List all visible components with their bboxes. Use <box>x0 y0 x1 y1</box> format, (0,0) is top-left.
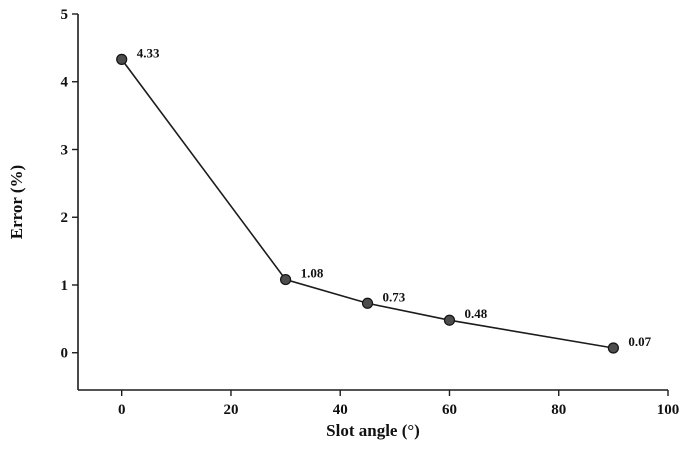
y-tick-label: 0 <box>61 346 69 362</box>
data-point-label: 0.48 <box>464 306 487 321</box>
data-point-marker <box>279 273 292 286</box>
data-point-label: 0.73 <box>383 289 406 304</box>
data-point-label: 4.33 <box>137 45 160 60</box>
x-tick-label: 0 <box>118 402 126 418</box>
y-tick-label: 2 <box>61 210 69 226</box>
x-tick-label: 40 <box>333 402 348 418</box>
y-tick-label: 3 <box>61 142 69 158</box>
data-point-label: 0.07 <box>628 334 651 349</box>
y-tick-label: 4 <box>61 75 69 91</box>
data-point-marker <box>361 297 374 309</box>
data-point-label: 1.08 <box>301 266 324 281</box>
x-axis-title: Slot angle (°) <box>326 421 420 440</box>
x-tick-label: 60 <box>442 402 457 418</box>
x-tick-label: 100 <box>657 402 680 418</box>
data-point-marker <box>607 342 619 354</box>
y-tick-label: 1 <box>61 278 69 294</box>
y-axis-title: Error (%) <box>7 165 26 239</box>
y-tick-label: 5 <box>61 7 69 23</box>
data-point-marker <box>443 314 456 326</box>
x-tick-label: 80 <box>551 402 566 418</box>
x-tick-label: 20 <box>223 402 238 418</box>
data-point-marker <box>116 53 128 65</box>
